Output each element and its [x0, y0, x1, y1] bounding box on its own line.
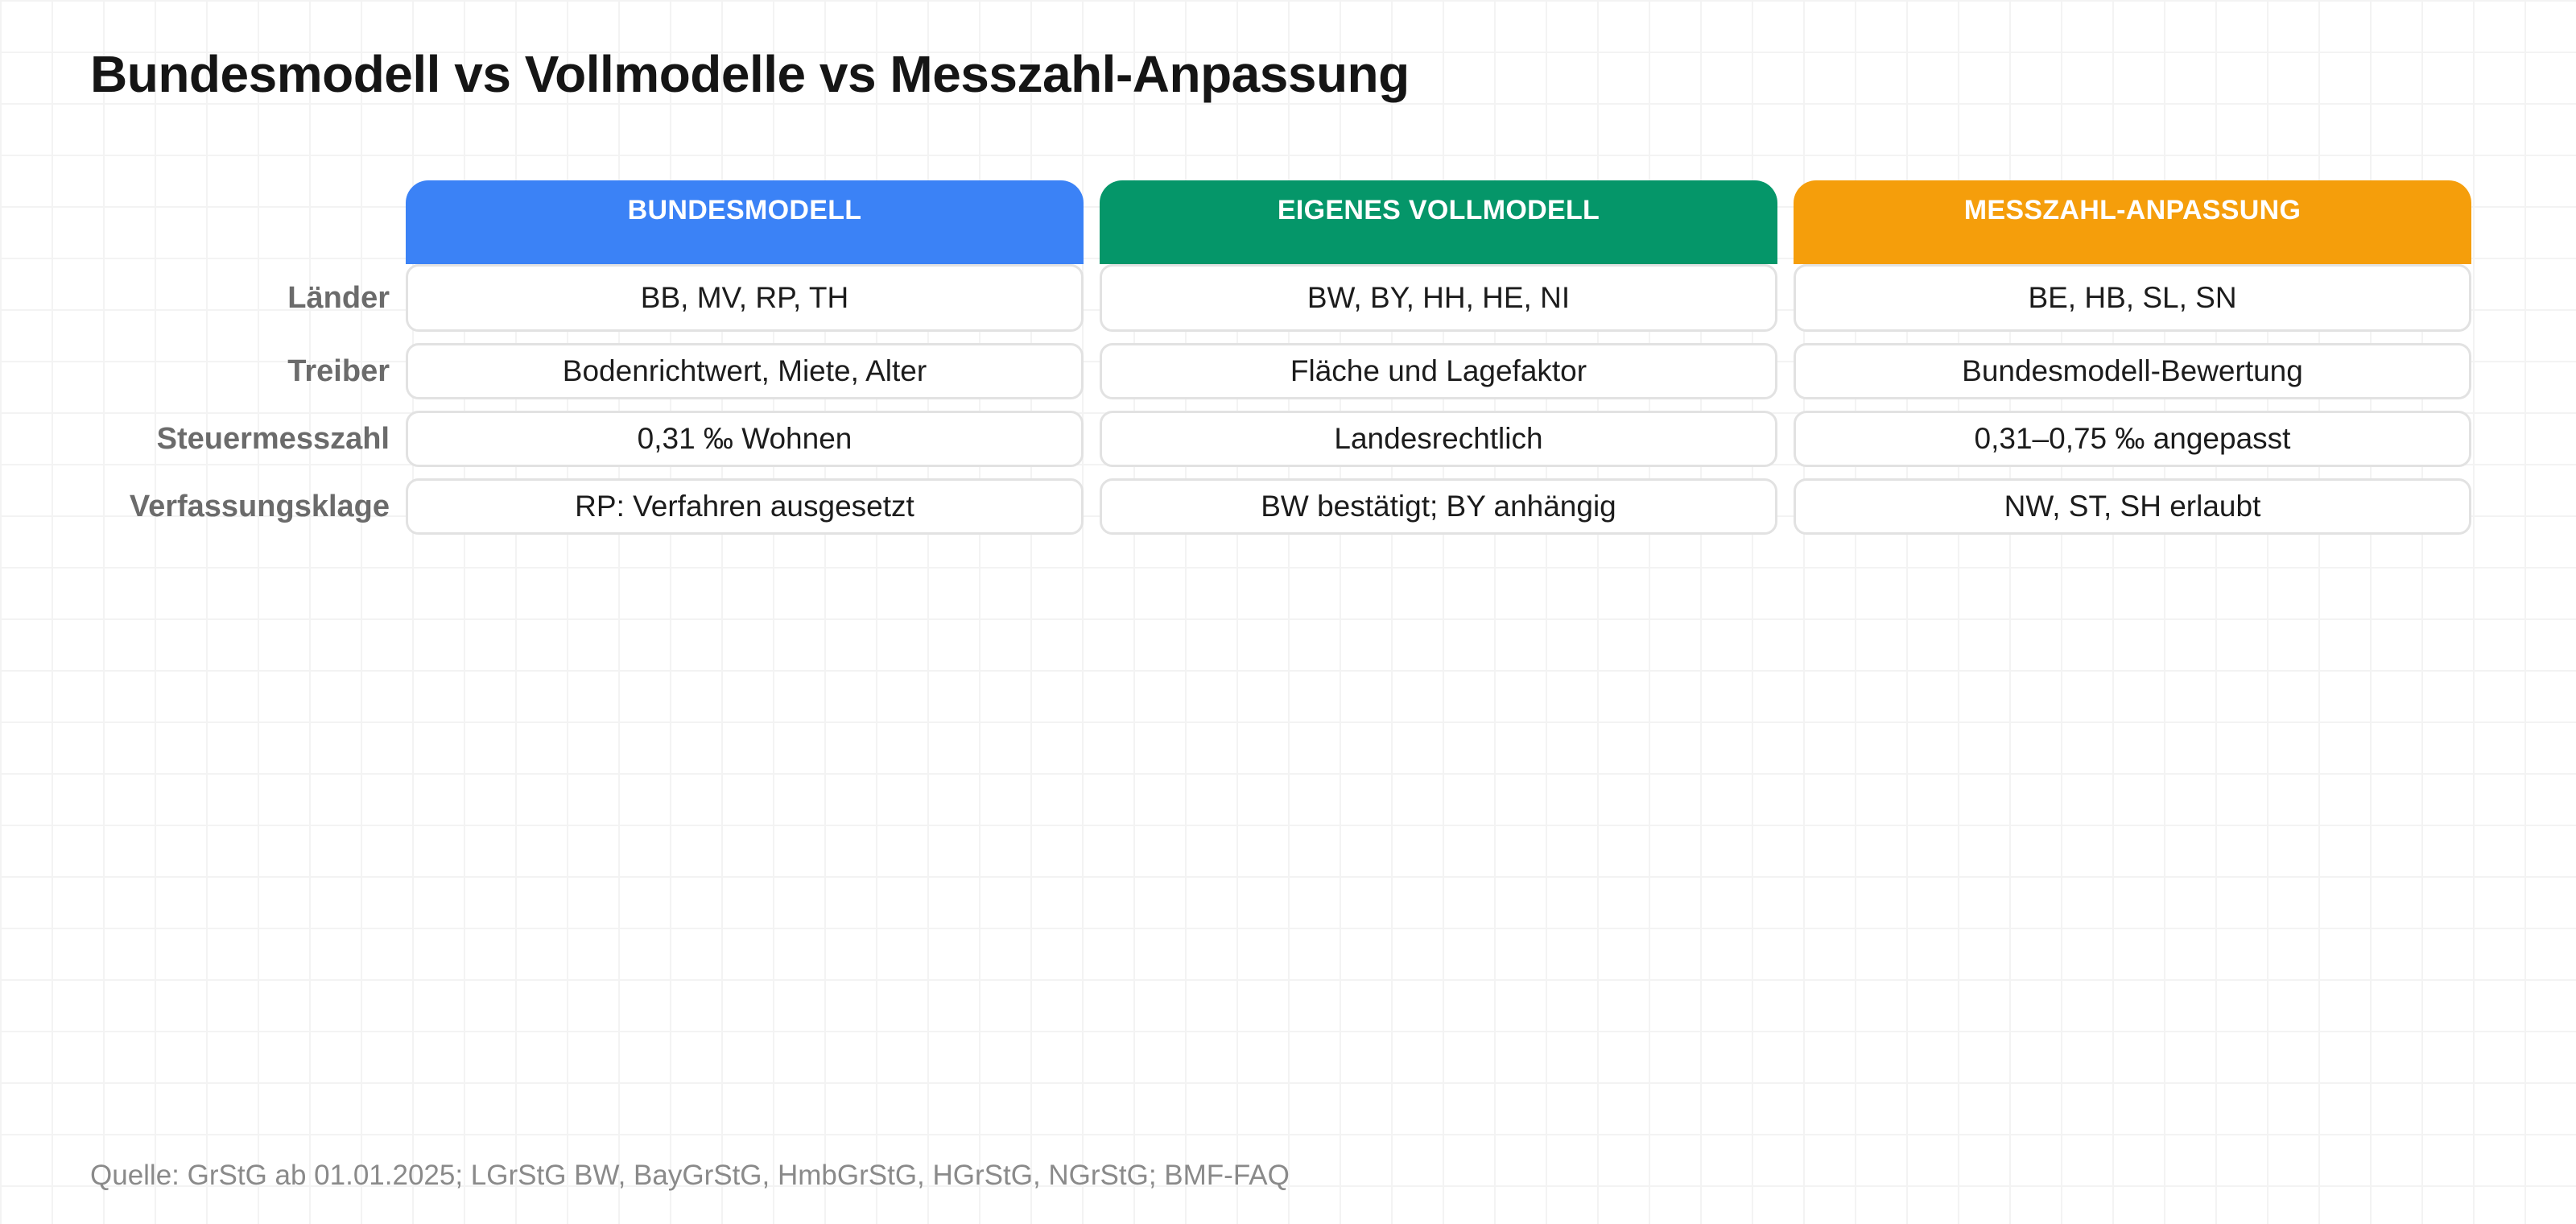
- column-header-bundesmodell: BUNDESMODELL: [406, 180, 1084, 264]
- cell-steuermesszahl-messzahl: 0,31–0,75 ‰ angepasst: [1794, 411, 2471, 467]
- cell-laender-messzahl: BE, HB, SL, SN: [1794, 264, 2471, 332]
- comparison-matrix: BUNDESMODELL EIGENES VOLLMODELL MESSZAHL…: [80, 180, 2471, 535]
- row-label-treiber: Treiber: [287, 354, 390, 388]
- cell-verfassungsklage-vollmodell: BW bestätigt; BY anhängig: [1100, 478, 1777, 535]
- row-label-laender: Länder: [287, 280, 390, 315]
- row-label-steuermesszahl: Steuermesszahl: [156, 421, 390, 456]
- cell-steuermesszahl-vollmodell: Landesrechtlich: [1100, 411, 1777, 467]
- cell-verfassungsklage-messzahl: NW, ST, SH erlaubt: [1794, 478, 2471, 535]
- page-title: Bundesmodell vs Vollmodelle vs Messzahl-…: [90, 45, 1410, 103]
- cell-verfassungsklage-bundesmodell: RP: Verfahren ausgesetzt: [406, 478, 1084, 535]
- cell-treiber-vollmodell: Fläche und Lagefaktor: [1100, 343, 1777, 399]
- cell-treiber-bundesmodell: Bodenrichtwert, Miete, Alter: [406, 343, 1084, 399]
- matrix-corner: [80, 180, 390, 264]
- cell-laender-bundesmodell: BB, MV, RP, TH: [406, 264, 1084, 332]
- cell-steuermesszahl-bundesmodell: 0,31 ‰ Wohnen: [406, 411, 1084, 467]
- column-header-messzahl-anpassung: MESSZAHL-ANPASSUNG: [1794, 180, 2471, 264]
- source-footnote: Quelle: GrStG ab 01.01.2025; LGrStG BW, …: [90, 1160, 1290, 1191]
- cell-treiber-messzahl: Bundesmodell-Bewertung: [1794, 343, 2471, 399]
- cell-laender-vollmodell: BW, BY, HH, HE, NI: [1100, 264, 1777, 332]
- column-header-eigenes-vollmodell: EIGENES VOLLMODELL: [1100, 180, 1777, 264]
- row-label-verfassungsklage: Verfassungsklage: [129, 489, 390, 523]
